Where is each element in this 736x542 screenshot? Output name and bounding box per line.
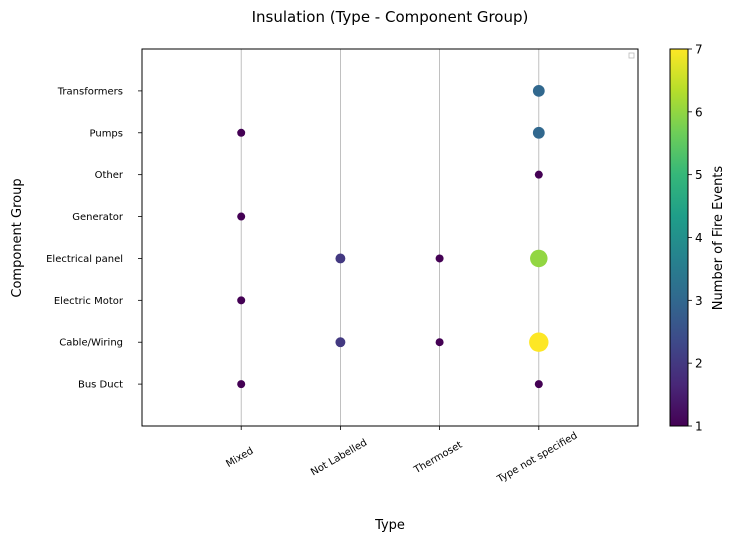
plot-area-frame bbox=[141, 48, 639, 427]
x-tick-label-not-labelled: Not Labelled bbox=[309, 437, 369, 478]
y-tick-label-other: Other bbox=[95, 170, 124, 181]
x-tick-label-type-not-specified: Type not specified bbox=[495, 430, 580, 485]
y-tick-label-generator: Generator bbox=[72, 212, 124, 223]
y-tick-label-transformers: Transformers bbox=[57, 86, 123, 97]
colorbar-tick-label-4: 4 bbox=[695, 231, 703, 245]
y-tick-label-pumps: Pumps bbox=[90, 128, 124, 139]
colorbar-axis: 1 2 3 4 5 6 7 bbox=[688, 43, 703, 434]
y-tick-label-electrical-panel: Electrical panel bbox=[46, 254, 123, 265]
colorbar-tick-label-6: 6 bbox=[695, 105, 703, 119]
x-axis: Mixed Not Labelled Thermoset Type not speci… bbox=[224, 426, 579, 486]
colorbar-tick-label-2: 2 bbox=[695, 357, 703, 371]
point-mixed-electric-motor bbox=[237, 296, 246, 305]
y-axis: Bus Duct Cable/Wiring Electric Motor Electr… bbox=[46, 86, 142, 391]
point-thermoset-cable-wiring bbox=[435, 338, 444, 347]
grid-lines bbox=[240, 49, 540, 426]
point-not-labelled-cable-wiring bbox=[335, 337, 346, 348]
point-type-not-specified-transformers bbox=[532, 84, 545, 97]
point-mixed-bus-duct bbox=[237, 380, 246, 389]
data-points bbox=[237, 84, 549, 389]
point-type-not-specified-electrical-panel bbox=[530, 249, 548, 268]
point-type-not-specified-cable-wiring bbox=[529, 332, 549, 352]
colorbar-tick-label-7: 7 bbox=[695, 43, 703, 57]
colorbar-tick-label-3: 3 bbox=[695, 294, 703, 308]
y-tick-label-cable-wiring: Cable/Wiring bbox=[59, 338, 123, 349]
legend-box bbox=[628, 52, 635, 59]
point-not-labelled-electrical-panel bbox=[335, 253, 346, 264]
colorbar-tick-label-5: 5 bbox=[695, 168, 703, 182]
point-type-not-specified-pumps bbox=[532, 126, 545, 139]
x-axis-label: Type bbox=[374, 518, 405, 533]
y-tick-label-electric-motor: Electric Motor bbox=[54, 296, 124, 307]
chart-title: Insulation (Type - Component Group) bbox=[252, 8, 529, 26]
y-axis-label: Component Group bbox=[10, 178, 25, 297]
x-tick-label-mixed: Mixed bbox=[224, 446, 255, 470]
point-mixed-pumps bbox=[237, 128, 246, 137]
point-type-not-specified-other bbox=[534, 170, 543, 179]
colorbar-label: Number of Fire Events bbox=[711, 166, 726, 311]
point-type-not-specified-bus-duct bbox=[534, 380, 543, 389]
colorbar bbox=[669, 48, 689, 427]
point-mixed-generator bbox=[237, 212, 246, 221]
y-tick-label-bus-duct: Bus Duct bbox=[78, 380, 123, 391]
point-thermoset-electrical-panel bbox=[435, 254, 444, 263]
colorbar-tick-label-1: 1 bbox=[695, 420, 703, 434]
x-tick-label-thermoset: Thermoset bbox=[411, 440, 464, 477]
